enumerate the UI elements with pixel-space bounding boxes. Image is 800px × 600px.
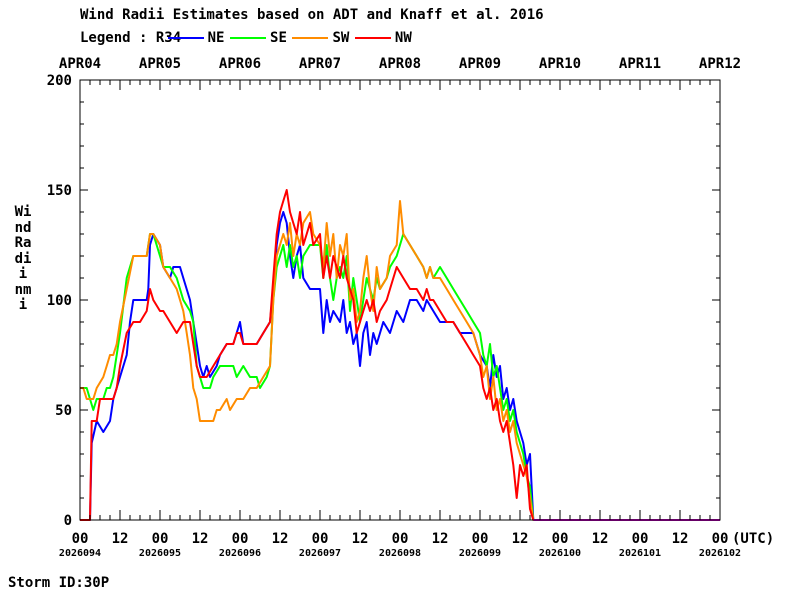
y-tick-label: 150	[47, 183, 72, 199]
x-date-label: 2026102	[699, 548, 741, 559]
legend-item-sw: SW	[292, 31, 369, 45]
legend-item-nw: NW	[354, 31, 431, 45]
x-date-label: 2026101	[619, 548, 661, 559]
x-date-label: 2026097	[299, 548, 341, 559]
utc-label: (UTC)	[732, 531, 774, 547]
top-date-label: APR06	[219, 56, 261, 72]
storm-id: Storm ID:30P	[8, 575, 110, 591]
top-date-label: APR10	[539, 56, 581, 72]
top-date-label: APR04	[59, 56, 101, 72]
top-date-label: APR12	[699, 56, 741, 72]
x-hour-label: 12	[352, 531, 369, 547]
top-date-label: APR09	[459, 56, 501, 72]
x-hour-label: 12	[272, 531, 289, 547]
x-date-label: 2026096	[219, 548, 261, 559]
x-hour-label: 12	[592, 531, 609, 547]
x-hour-label: 12	[432, 531, 449, 547]
chart-title: Wind Radii Estimates based on ADT and Kn…	[80, 7, 544, 23]
x-date-label: 2026098	[379, 548, 421, 559]
x-date-label: 2026094	[59, 548, 101, 559]
y-tick-label: 50	[55, 403, 72, 419]
x-hour-label: 00	[392, 531, 409, 547]
legend-prefix: Legend : R34	[80, 30, 182, 46]
legend: Legend : R34 NE SE SW NW	[80, 30, 435, 46]
y-axis-label: Wind Radii nmi	[14, 204, 32, 313]
x-date-label: 2026099	[459, 548, 501, 559]
legend-item-ne: NE	[167, 31, 244, 45]
top-date-label: APR07	[299, 56, 341, 72]
x-hour-label: 00	[312, 531, 329, 547]
series-line-ne	[80, 211, 720, 521]
x-hour-label: 12	[192, 531, 209, 547]
top-date-label: APR08	[379, 56, 421, 72]
y-tick-label: 200	[47, 73, 72, 89]
x-hour-label: 12	[672, 531, 689, 547]
y-tick-label: 100	[47, 293, 72, 309]
y-tick-label: 0	[64, 513, 72, 529]
x-hour-label: 00	[632, 531, 649, 547]
legend-item-se: SE	[230, 31, 307, 45]
x-hour-label: 00	[552, 531, 569, 547]
x-hour-label: 00	[72, 531, 89, 547]
x-hour-label: 00	[152, 531, 169, 547]
x-hour-label: 00	[232, 531, 249, 547]
x-hour-label: 00	[472, 531, 489, 547]
x-hour-label: 12	[112, 531, 129, 547]
x-date-label: 2026100	[539, 548, 581, 559]
top-date-label: APR11	[619, 56, 661, 72]
series-line-sw	[80, 200, 720, 521]
series-line-se	[80, 233, 720, 521]
top-date-label: APR05	[139, 56, 181, 72]
x-hour-label: 00	[712, 531, 729, 547]
plot-frame	[79, 79, 721, 521]
x-date-label: 2026095	[139, 548, 181, 559]
series-line-nw	[80, 189, 535, 521]
x-hour-label: 12	[512, 531, 529, 547]
